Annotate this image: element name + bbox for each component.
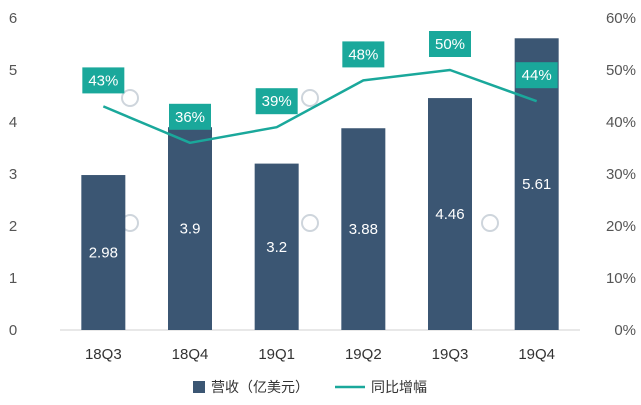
growth-label: 39% bbox=[262, 93, 292, 110]
legend: 营收（亿美元） 同比增幅 bbox=[193, 380, 427, 396]
y-tick-label: 2 bbox=[9, 218, 17, 235]
bar-18Q3 bbox=[81, 175, 126, 330]
y-tick-label: 1 bbox=[9, 270, 17, 287]
watermark-logo bbox=[481, 214, 499, 232]
bar-value-label: 3.88 bbox=[349, 221, 378, 238]
watermark-logo bbox=[121, 89, 139, 107]
y-tick-label: 4 bbox=[9, 114, 17, 131]
bar-19Q3 bbox=[428, 98, 472, 330]
watermarks bbox=[121, 89, 499, 232]
y-tick-label: 5 bbox=[9, 62, 17, 79]
right-axis: 0% 10% 20% 30% 40% 50% 60% bbox=[606, 10, 636, 339]
growth-line-group: 43% 36% 39% 48% 50% 44% bbox=[82, 31, 558, 145]
bar-value-label: 2.98 bbox=[89, 245, 118, 262]
x-tick-label: 19Q2 bbox=[345, 346, 382, 363]
x-tick-label: 18Q4 bbox=[172, 346, 209, 363]
bar-value-label: 3.9 bbox=[180, 221, 201, 238]
y2-tick-label: 10% bbox=[606, 270, 636, 287]
y-tick-label: 6 bbox=[9, 10, 17, 27]
bar-18Q4 bbox=[168, 127, 212, 330]
watermark-icon bbox=[301, 89, 319, 107]
growth-label: 50% bbox=[435, 36, 465, 53]
watermark-logo bbox=[301, 89, 319, 107]
bar-value-label: 5.61 bbox=[522, 176, 551, 193]
y2-tick-label: 50% bbox=[606, 62, 636, 79]
growth-label-box bbox=[255, 88, 298, 115]
growth-label: 48% bbox=[348, 46, 378, 63]
category-labels: 18Q3 18Q4 19Q1 19Q2 19Q3 19Q4 bbox=[85, 346, 555, 363]
y-tick-label: 0 bbox=[9, 322, 17, 339]
bar-19Q1 bbox=[254, 163, 299, 330]
bar-19Q2 bbox=[341, 128, 386, 330]
x-tick-label: 19Q3 bbox=[432, 346, 469, 363]
growth-label: 36% bbox=[175, 109, 205, 126]
legend-line-label: 同比增幅 bbox=[371, 380, 427, 396]
x-tick-label: 18Q3 bbox=[85, 346, 122, 363]
y-tick-label: 3 bbox=[9, 166, 17, 183]
y2-tick-label: 60% bbox=[606, 10, 636, 27]
growth-label-box bbox=[169, 103, 211, 130]
y2-tick-label: 40% bbox=[606, 114, 636, 131]
watermark-logo bbox=[301, 214, 319, 232]
y2-tick-label: 20% bbox=[606, 218, 636, 235]
watermark-icon bbox=[481, 214, 499, 232]
growth-label: 44% bbox=[522, 67, 552, 84]
growth-label-box bbox=[82, 67, 125, 94]
growth-line bbox=[102, 68, 538, 145]
bars: 2.98 3.9 3.2 3.88 4.46 5.61 bbox=[81, 38, 559, 330]
watermark-icon bbox=[301, 214, 319, 232]
legend-bar-label: 营收（亿美元） bbox=[211, 380, 309, 396]
growth-label: 43% bbox=[88, 72, 118, 89]
x-tick-label: 19Q4 bbox=[518, 346, 555, 363]
y2-tick-label: 30% bbox=[606, 166, 636, 183]
left-axis: 0 1 2 3 4 5 6 bbox=[9, 10, 17, 339]
legend-bar-swatch bbox=[193, 381, 205, 393]
growth-label-box bbox=[515, 62, 558, 89]
growth-label-box bbox=[342, 41, 385, 68]
bar-value-label: 4.46 bbox=[435, 206, 464, 223]
watermark-icon bbox=[121, 89, 139, 107]
y2-tick-label: 0% bbox=[614, 322, 636, 339]
bar-value-label: 3.2 bbox=[266, 239, 287, 256]
growth-label-box bbox=[429, 31, 471, 57]
x-tick-label: 19Q1 bbox=[258, 346, 295, 363]
